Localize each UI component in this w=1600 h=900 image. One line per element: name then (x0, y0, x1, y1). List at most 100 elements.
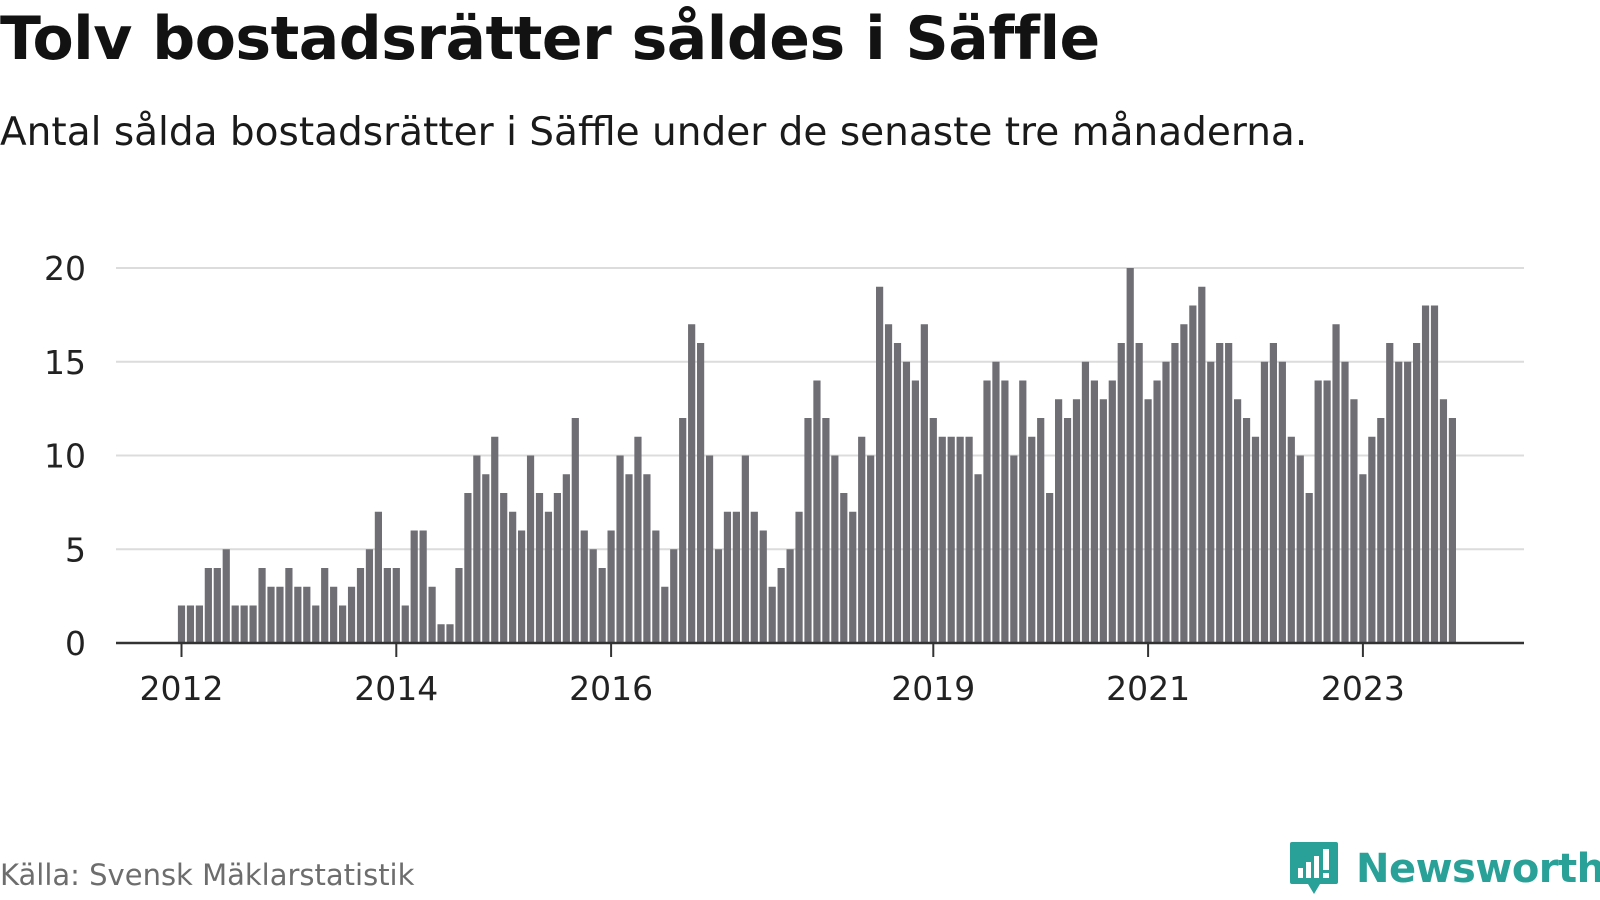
bar (1377, 418, 1385, 643)
labels: 0510152020122014201620192021202312 (44, 249, 1405, 708)
bar (571, 418, 579, 643)
bar (294, 586, 302, 643)
bar (500, 493, 508, 643)
bar (1439, 399, 1448, 643)
bar (840, 493, 848, 643)
bar (285, 568, 293, 643)
bar (589, 549, 597, 643)
chart-subtitle: Antal sålda bostadsrätter i Säffle under… (0, 110, 1308, 155)
bar (401, 605, 409, 643)
bar (750, 511, 758, 643)
bar (929, 418, 937, 643)
bar (956, 436, 964, 643)
source-text: Källa: Svensk Mäklarstatistik (0, 858, 415, 892)
bar (410, 530, 418, 643)
bar (312, 605, 320, 643)
bar (786, 549, 794, 643)
y-tick-label: 20 (44, 249, 86, 288)
bar (688, 324, 696, 643)
bar (276, 586, 284, 643)
bar (562, 474, 570, 643)
bar (714, 549, 723, 643)
bar (759, 530, 767, 643)
y-tick-label: 15 (44, 343, 86, 382)
bar (902, 361, 911, 643)
bar (1269, 343, 1277, 643)
bar (1368, 436, 1376, 643)
bar (876, 286, 884, 643)
bar (920, 324, 928, 643)
bar (526, 455, 535, 643)
bar (1180, 324, 1188, 643)
bar (1395, 361, 1403, 643)
newsworthy-logo: Newsworthy (1288, 840, 1600, 898)
bar (1430, 305, 1439, 643)
bar (544, 511, 553, 643)
bar (1207, 361, 1215, 643)
bar (303, 586, 311, 643)
bar (723, 511, 732, 643)
bar (679, 418, 687, 643)
y-tick-label: 0 (65, 624, 86, 663)
bar (473, 455, 481, 643)
bar (777, 568, 785, 643)
bar (1296, 455, 1304, 643)
bar (849, 511, 857, 643)
bar (974, 474, 982, 643)
bar (347, 586, 356, 643)
bar (186, 605, 195, 643)
brand-name: Newsworthy (1356, 846, 1600, 892)
bar (1055, 399, 1063, 643)
bar (553, 493, 561, 643)
bar (1350, 399, 1358, 643)
bar (607, 530, 615, 643)
bar (911, 380, 919, 643)
bar (383, 568, 391, 643)
bar (795, 511, 803, 643)
bar (1153, 380, 1161, 643)
bar (339, 605, 347, 643)
bar (1332, 324, 1340, 643)
bar (858, 436, 866, 643)
bar (455, 568, 463, 643)
bar (1126, 268, 1134, 643)
bar (1404, 361, 1412, 643)
bar (1171, 343, 1179, 643)
bar (938, 436, 946, 643)
bar (1242, 418, 1251, 643)
bar (1260, 361, 1269, 643)
bar (1144, 399, 1152, 643)
bar (1135, 343, 1143, 643)
bar (231, 605, 239, 643)
bar (804, 418, 812, 643)
bar (258, 568, 266, 643)
y-tick-label: 5 (65, 530, 86, 569)
bar (992, 361, 1000, 643)
bar (535, 493, 544, 643)
bar (1225, 343, 1233, 643)
bar (705, 455, 714, 643)
bar (177, 605, 186, 643)
x-tick-label: 2019 (891, 669, 975, 708)
bar (1019, 380, 1027, 643)
bar (1046, 493, 1054, 643)
bar (249, 605, 257, 643)
bar (204, 568, 212, 643)
bar-chart: 0510152020122014201620192021202312 (44, 249, 1524, 708)
bar (195, 605, 203, 643)
chart-speech-bubble-icon (1290, 842, 1338, 894)
bar (356, 568, 365, 643)
bar (437, 624, 445, 643)
bar (947, 436, 955, 643)
bar (813, 380, 821, 643)
bar (768, 586, 776, 643)
x-tick-label: 2016 (569, 669, 653, 708)
bar (670, 549, 678, 643)
chart-title: Tolv bostadsrätter såldes i Säffle (0, 4, 1100, 74)
bar (1251, 436, 1260, 643)
bar (1162, 361, 1170, 643)
bar (983, 380, 991, 643)
bar (1090, 380, 1098, 643)
bar (1314, 380, 1322, 643)
bar (1099, 399, 1107, 643)
